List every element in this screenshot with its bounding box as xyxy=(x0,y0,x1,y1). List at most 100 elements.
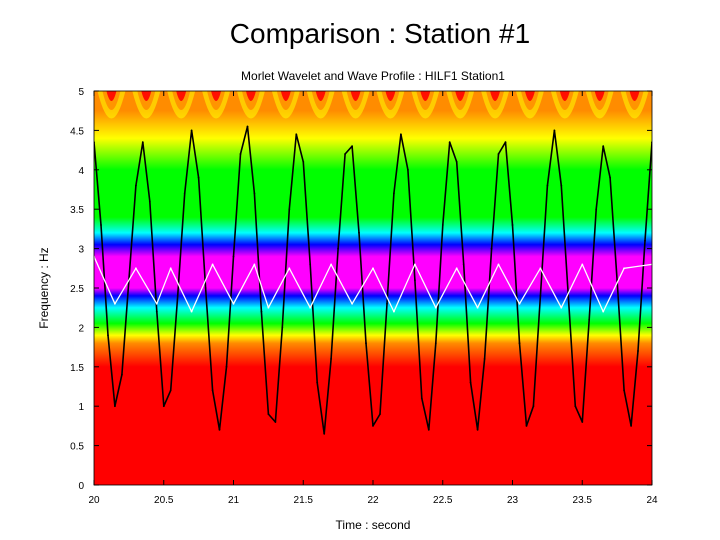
y-tick-label: 3.5 xyxy=(70,205,84,216)
data-point xyxy=(644,239,646,242)
data-point xyxy=(372,267,374,270)
spectrogram-lobe xyxy=(490,91,501,101)
data-point xyxy=(162,405,165,408)
data-point xyxy=(309,306,312,309)
slide-title: Comparison : Station #1 xyxy=(229,18,531,49)
y-tick-label: 2 xyxy=(78,323,84,334)
data-point xyxy=(588,318,591,321)
x-tick-label: 20 xyxy=(88,495,100,506)
data-point xyxy=(602,145,605,148)
data-point xyxy=(532,405,535,408)
data-point xyxy=(490,247,493,250)
data-point xyxy=(623,267,625,270)
data-point xyxy=(344,153,346,155)
data-point xyxy=(148,200,151,203)
data-point xyxy=(309,263,312,266)
data-point xyxy=(288,208,291,211)
y-tick-label: 0 xyxy=(78,481,84,492)
data-point xyxy=(455,267,458,270)
data-point xyxy=(302,161,305,163)
data-point xyxy=(518,302,521,305)
data-point xyxy=(414,263,416,266)
data-point xyxy=(427,428,430,431)
data-point xyxy=(281,326,284,329)
data-point xyxy=(574,405,577,408)
data-point xyxy=(197,176,200,179)
y-tick-label: 4.5 xyxy=(70,126,84,137)
y-tick-label: 2.5 xyxy=(70,284,84,295)
spectrogram-layer xyxy=(94,91,652,485)
data-point xyxy=(323,432,326,435)
data-point xyxy=(169,389,172,392)
data-point xyxy=(407,168,409,171)
y-tick-label: 1 xyxy=(78,402,84,413)
data-point xyxy=(539,267,542,270)
y-tick-label: 5 xyxy=(78,87,84,98)
data-point xyxy=(232,302,235,305)
data-point xyxy=(581,421,584,423)
data-point xyxy=(267,306,270,309)
data-point xyxy=(420,397,423,400)
data-point xyxy=(358,231,360,234)
spectrogram-lobe xyxy=(280,91,291,101)
y-tick-label: 4 xyxy=(78,166,84,177)
data-point xyxy=(553,129,556,132)
data-point xyxy=(190,310,193,313)
data-point xyxy=(546,184,549,187)
data-point xyxy=(441,224,444,226)
data-point xyxy=(497,153,500,155)
data-point xyxy=(379,413,381,415)
data-point xyxy=(155,310,158,313)
spectrogram-lobe xyxy=(559,91,570,101)
data-point xyxy=(260,310,263,313)
data-point xyxy=(246,125,249,128)
spectrogram-lobe xyxy=(385,91,396,101)
data-point xyxy=(204,287,207,289)
data-point xyxy=(448,141,451,144)
data-point xyxy=(595,208,598,211)
y-tick-label: 0.5 xyxy=(70,442,84,453)
data-point xyxy=(351,145,353,148)
x-tick-label: 23.5 xyxy=(573,495,593,506)
data-point xyxy=(316,381,319,384)
spectrogram-lobe xyxy=(350,91,361,101)
x-tick-label: 22 xyxy=(367,495,379,506)
wavelet-ridge-line xyxy=(94,256,652,313)
x-tick-label: 21 xyxy=(228,495,240,506)
plot-title: Morlet Wavelet and Wave Profile : HILF1 … xyxy=(241,69,505,83)
spectrogram-lobe xyxy=(176,91,187,101)
data-point xyxy=(602,310,605,313)
data-point xyxy=(232,255,235,258)
data-point xyxy=(504,141,507,144)
x-tick-label: 23 xyxy=(507,495,519,506)
data-point xyxy=(560,184,563,187)
data-point xyxy=(400,133,402,136)
data-point xyxy=(469,381,472,384)
data-point xyxy=(372,425,374,427)
data-point xyxy=(169,267,172,270)
data-point xyxy=(155,302,158,305)
x-axis-label: Time : second xyxy=(336,518,411,532)
data-point xyxy=(274,421,277,423)
spectrogram-lobe xyxy=(594,91,605,101)
data-point xyxy=(483,358,486,360)
data-point xyxy=(560,306,563,309)
data-point xyxy=(386,302,388,305)
data-point xyxy=(211,389,214,392)
spectrogram-lobe xyxy=(629,91,640,101)
data-point xyxy=(218,428,221,431)
data-point xyxy=(434,342,437,345)
series-layer xyxy=(94,125,652,435)
data-point xyxy=(225,365,228,368)
data-point xyxy=(239,153,242,155)
data-point xyxy=(141,141,144,144)
data-point xyxy=(330,358,332,360)
spectrogram-lobe xyxy=(141,91,152,101)
spectrogram-lobe xyxy=(106,91,117,101)
data-point xyxy=(511,224,514,226)
data-point xyxy=(100,224,102,226)
spectrogram-lobe xyxy=(315,91,326,101)
data-point xyxy=(176,295,179,297)
spectrogram-lobe xyxy=(455,91,466,101)
